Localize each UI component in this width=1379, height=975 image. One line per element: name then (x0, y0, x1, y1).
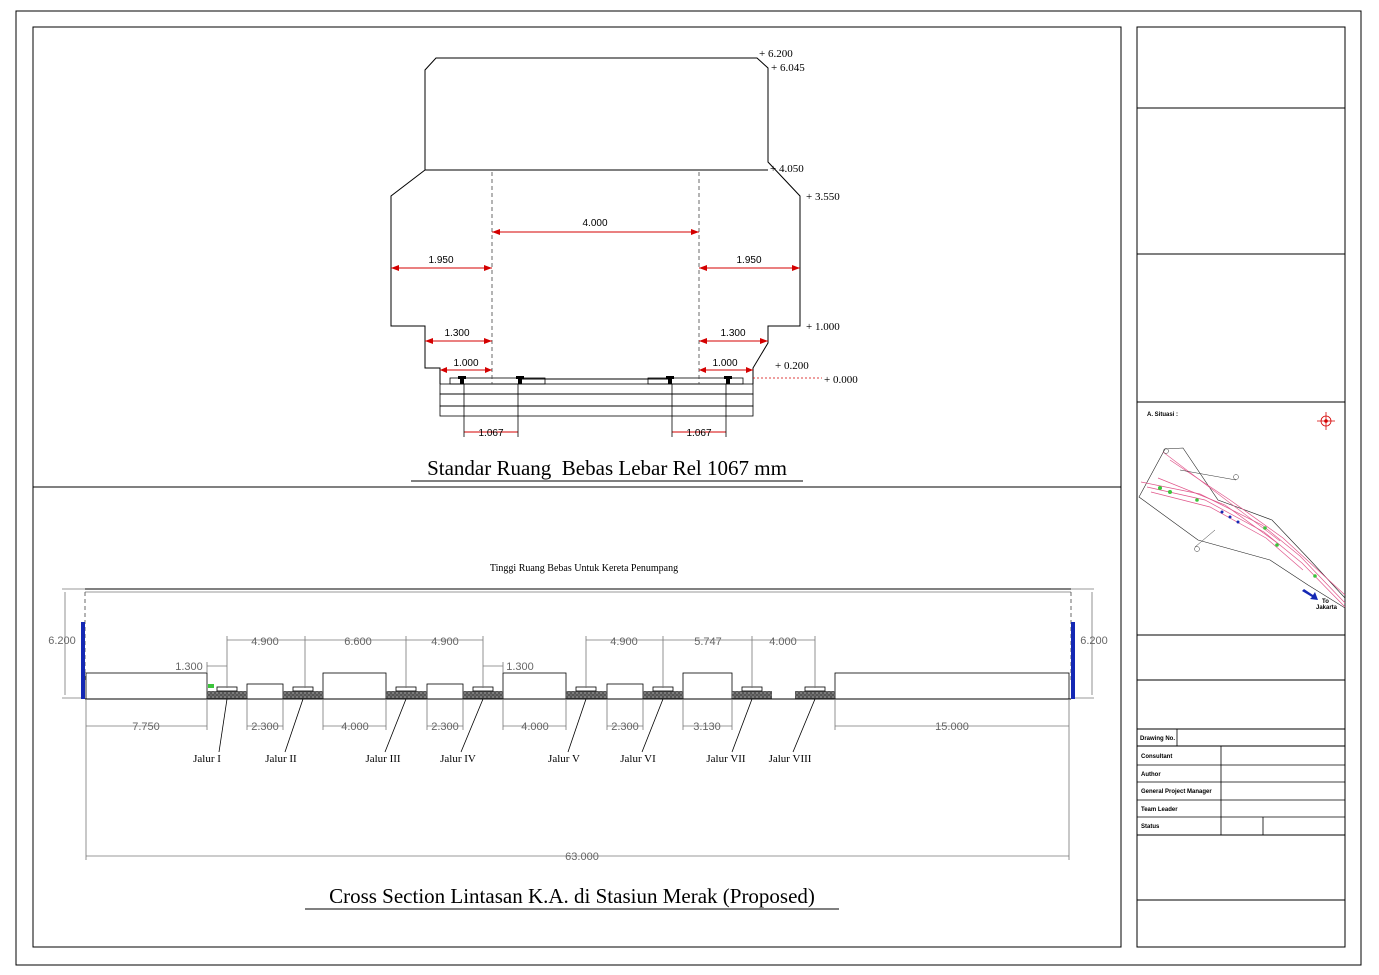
outer-frame (15, 10, 1362, 966)
elev-4050: + 4.050 (770, 163, 804, 175)
track-label: Jalur I (193, 753, 221, 765)
dim-gauge-left: 1.067 (478, 428, 503, 439)
platform (426, 683, 464, 700)
bottom-dim: 15.000 (935, 721, 969, 733)
elev-1000: + 1.000 (806, 321, 840, 333)
clearance-outline (390, 57, 801, 384)
direction-arrow-icon (1302, 589, 1318, 600)
platform (682, 672, 733, 700)
track-bed (207, 691, 247, 699)
height-dim-left: 6.200 (48, 635, 76, 647)
top-dim: 6.600 (344, 636, 372, 648)
track-bed (643, 691, 683, 699)
dim-gauge-right: 1.067 (686, 428, 711, 439)
dim-left-upper: 1.950 (428, 255, 453, 266)
end-marker-left (81, 622, 85, 699)
platform (502, 672, 567, 700)
clearance-height-subtitle: Tinggi Ruang Bebas Untuk Kereta Penumpan… (490, 563, 678, 574)
station-cross-section-drawing: Tinggi Ruang Bebas Untuk Kereta Penumpan… (48, 563, 1108, 910)
platform (606, 683, 644, 700)
sleeper-layer (439, 383, 754, 395)
track-label: Jalur IV (440, 753, 476, 765)
elev-3550: + 3.550 (806, 191, 840, 203)
author-label: Author (1141, 772, 1161, 778)
elev-0200: + 0.200 (775, 360, 809, 372)
dim-left-low: 1.000 (453, 358, 478, 369)
total-width-dim: 63.000 (565, 851, 599, 863)
rail-shape (724, 376, 732, 384)
situation-map (1138, 447, 1346, 609)
situasi-label: A. Situasi : (1147, 412, 1178, 418)
bottom-dim: 2.300 (431, 721, 459, 733)
bottom-dim: 4.000 (521, 721, 549, 733)
track-bed (795, 691, 835, 699)
top-dim: 4.900 (251, 636, 279, 648)
bottom-dim: 4.000 (341, 721, 369, 733)
track-bed (566, 691, 607, 699)
end-marker-right (1071, 622, 1075, 699)
platform (246, 683, 284, 700)
elev-6045: + 6.045 (771, 62, 805, 74)
top-dim: 4.000 (769, 636, 797, 648)
track-label: Jalur II (265, 753, 297, 765)
ballast-layer (439, 393, 754, 407)
bottom-dim: 7.750 (132, 721, 160, 733)
track-bed (463, 691, 503, 699)
elev-6200: + 6.200 (759, 48, 793, 60)
top-dim: 1.300 (506, 661, 534, 673)
clearance-profile-drawing: 4.000 1.950 1.950 1.300 1.300 1.000 1.00… (390, 48, 858, 482)
platform (85, 672, 208, 700)
track-bed (386, 691, 427, 699)
track-label: Jalur III (365, 753, 400, 765)
track-label: Jalur VII (706, 753, 746, 765)
height-dim-right: 6.200 (1080, 635, 1108, 647)
direction-label-to: To (1322, 599, 1329, 605)
top-dim: 1.300 (175, 661, 203, 673)
title-block: Drawing No. Consultant Author General Pr… (1136, 26, 1346, 948)
dim-left-mid: 1.300 (444, 328, 469, 339)
gpm-label: General Project Manager (1141, 789, 1212, 795)
rail-shape (666, 376, 674, 384)
track-bed (283, 691, 323, 699)
rail-shape (516, 376, 524, 384)
track-label: Jalur VI (620, 753, 656, 765)
bottom-dim: 2.300 (611, 721, 639, 733)
bottom-drawing-title: Cross Section Lintasan K.A. di Stasiun M… (329, 884, 815, 908)
compass-icon (1317, 412, 1335, 430)
dim-right-upper: 1.950 (736, 255, 761, 266)
dim-center-width: 4.000 (582, 218, 607, 229)
status-label: Status (1141, 824, 1160, 830)
platform (322, 672, 387, 700)
consultant-label: Consultant (1141, 754, 1172, 760)
rail-shape (458, 376, 466, 384)
team-leader-label: Team Leader (1141, 807, 1178, 813)
top-dim: 4.900 (431, 636, 459, 648)
elev-0000: + 0.000 (824, 374, 858, 386)
bottom-dim: 3.130 (693, 721, 721, 733)
platform (834, 672, 1070, 700)
top-dim: 4.900 (610, 636, 638, 648)
bottom-dim: 2.300 (251, 721, 279, 733)
dim-right-mid: 1.300 (720, 328, 745, 339)
track-label: Jalur VIII (769, 753, 812, 765)
subgrade-layer (439, 405, 754, 417)
top-drawing-title: Standar Ruang Bebas Lebar Rel 1067 mm (427, 456, 787, 480)
dim-right-low: 1.000 (712, 358, 737, 369)
track-label: Jalur V (548, 753, 580, 765)
track-bed (732, 691, 772, 699)
top-dim: 5.747 (694, 636, 722, 648)
direction-label-jakarta: Jakarta (1316, 605, 1338, 611)
drawing-no-label: Drawing No. (1140, 736, 1175, 742)
